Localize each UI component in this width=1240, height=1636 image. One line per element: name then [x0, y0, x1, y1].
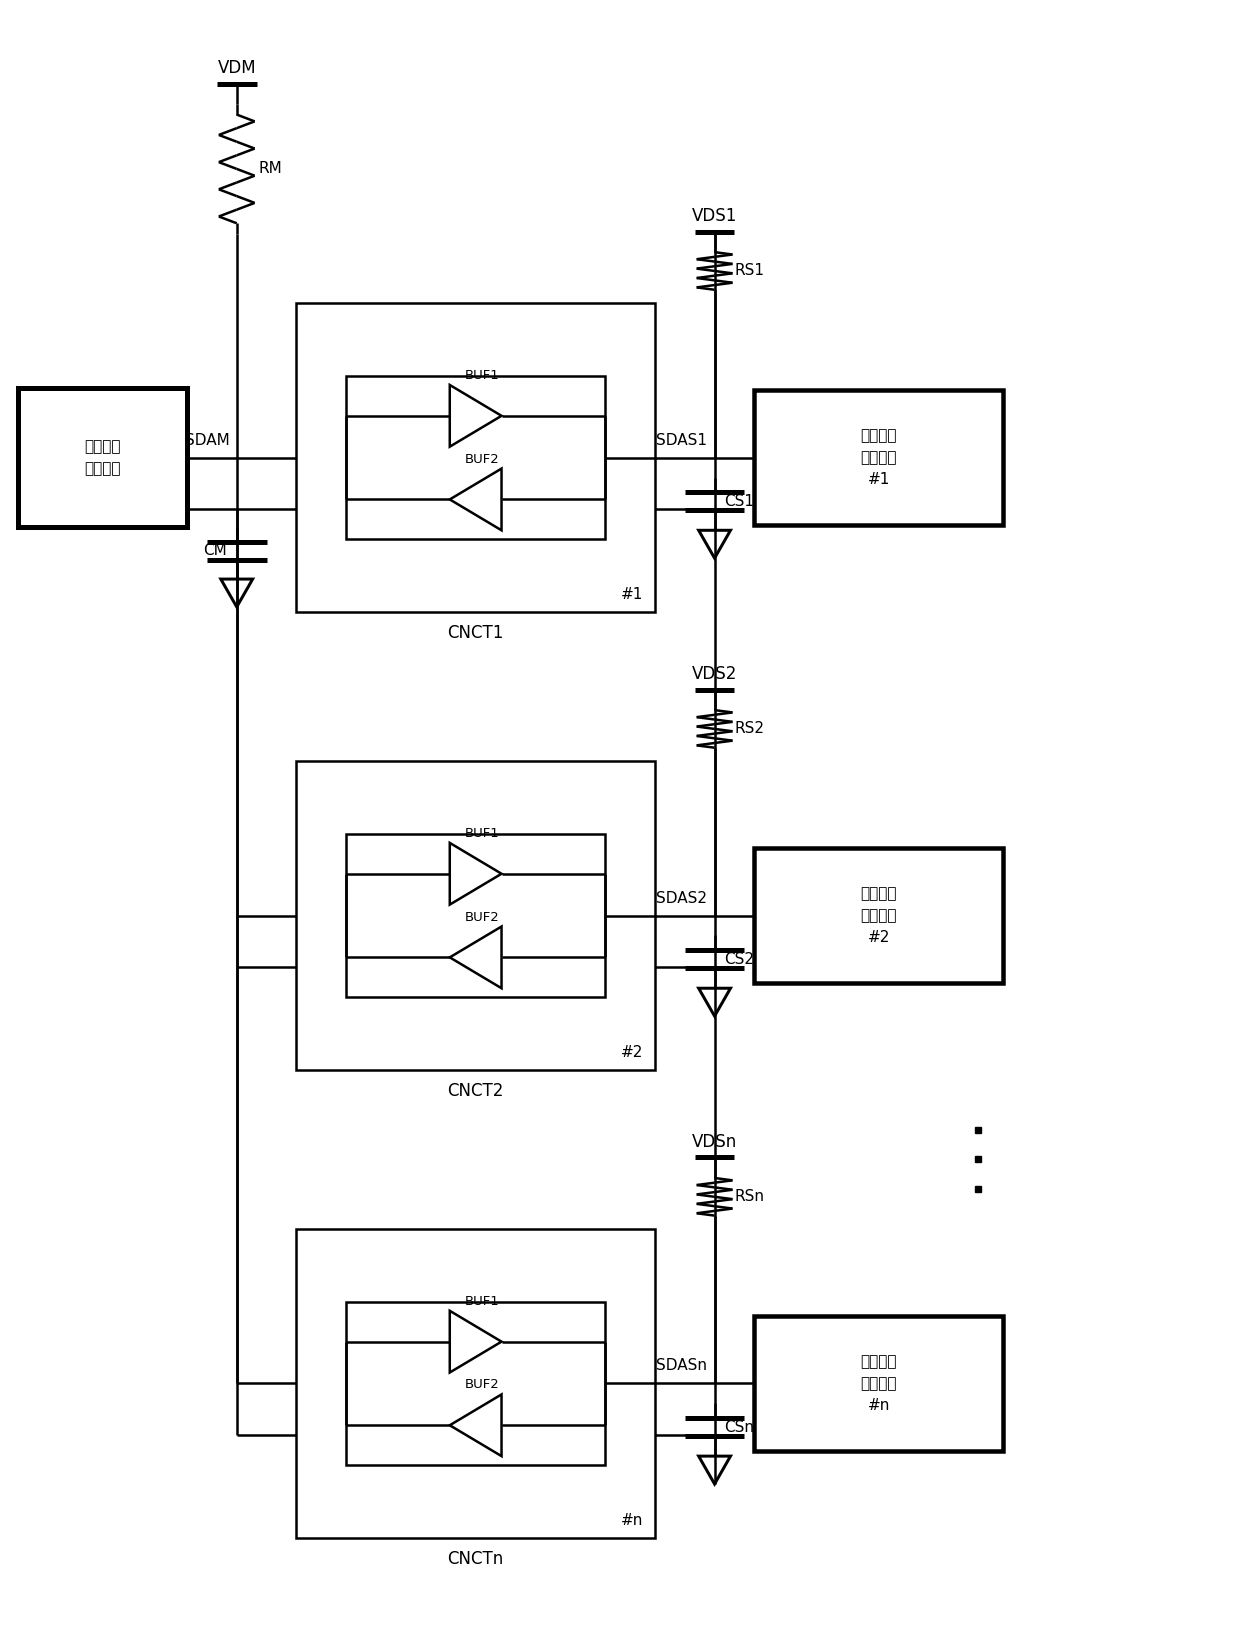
Text: #1: #1 — [620, 587, 642, 602]
Text: RM: RM — [259, 162, 283, 177]
Text: SDAM: SDAM — [185, 432, 229, 448]
Text: CSn: CSn — [724, 1420, 754, 1435]
Text: 两线串行
总线从机
#n: 两线串行 总线从机 #n — [861, 1353, 897, 1414]
Text: SDAS2: SDAS2 — [656, 890, 707, 906]
Text: VDS1: VDS1 — [692, 206, 738, 224]
Text: 两线串行
总线从机
#1: 两线串行 总线从机 #1 — [861, 429, 897, 488]
Text: CS2: CS2 — [724, 952, 754, 967]
Text: #2: #2 — [620, 1045, 642, 1060]
Text: RSn: RSn — [734, 1189, 765, 1204]
Text: 两线串行
总线主机: 两线串行 总线主机 — [84, 438, 120, 476]
Text: RS1: RS1 — [734, 263, 765, 278]
Text: BUF1: BUF1 — [465, 1294, 500, 1307]
Text: VDS2: VDS2 — [692, 664, 738, 682]
Text: SDAS1: SDAS1 — [656, 432, 707, 448]
Text: CNCT2: CNCT2 — [448, 1081, 503, 1099]
Text: 两线串行
总线从机
#2: 两线串行 总线从机 #2 — [861, 885, 897, 946]
Text: BUF2: BUF2 — [465, 1379, 500, 1392]
Text: CM: CM — [203, 543, 227, 558]
Text: BUF2: BUF2 — [465, 453, 500, 466]
Text: VDM: VDM — [217, 59, 255, 77]
Text: BUF1: BUF1 — [465, 370, 500, 381]
Text: VDSn: VDSn — [692, 1132, 738, 1150]
Text: SDASn: SDASn — [656, 1358, 707, 1374]
Text: RS2: RS2 — [734, 721, 765, 736]
Text: CNCTn: CNCTn — [448, 1549, 503, 1567]
Text: #n: #n — [620, 1513, 642, 1528]
Text: CS1: CS1 — [724, 494, 754, 509]
Text: BUF1: BUF1 — [465, 826, 500, 839]
Text: BUF2: BUF2 — [465, 911, 500, 924]
Text: CNCT1: CNCT1 — [448, 623, 503, 641]
